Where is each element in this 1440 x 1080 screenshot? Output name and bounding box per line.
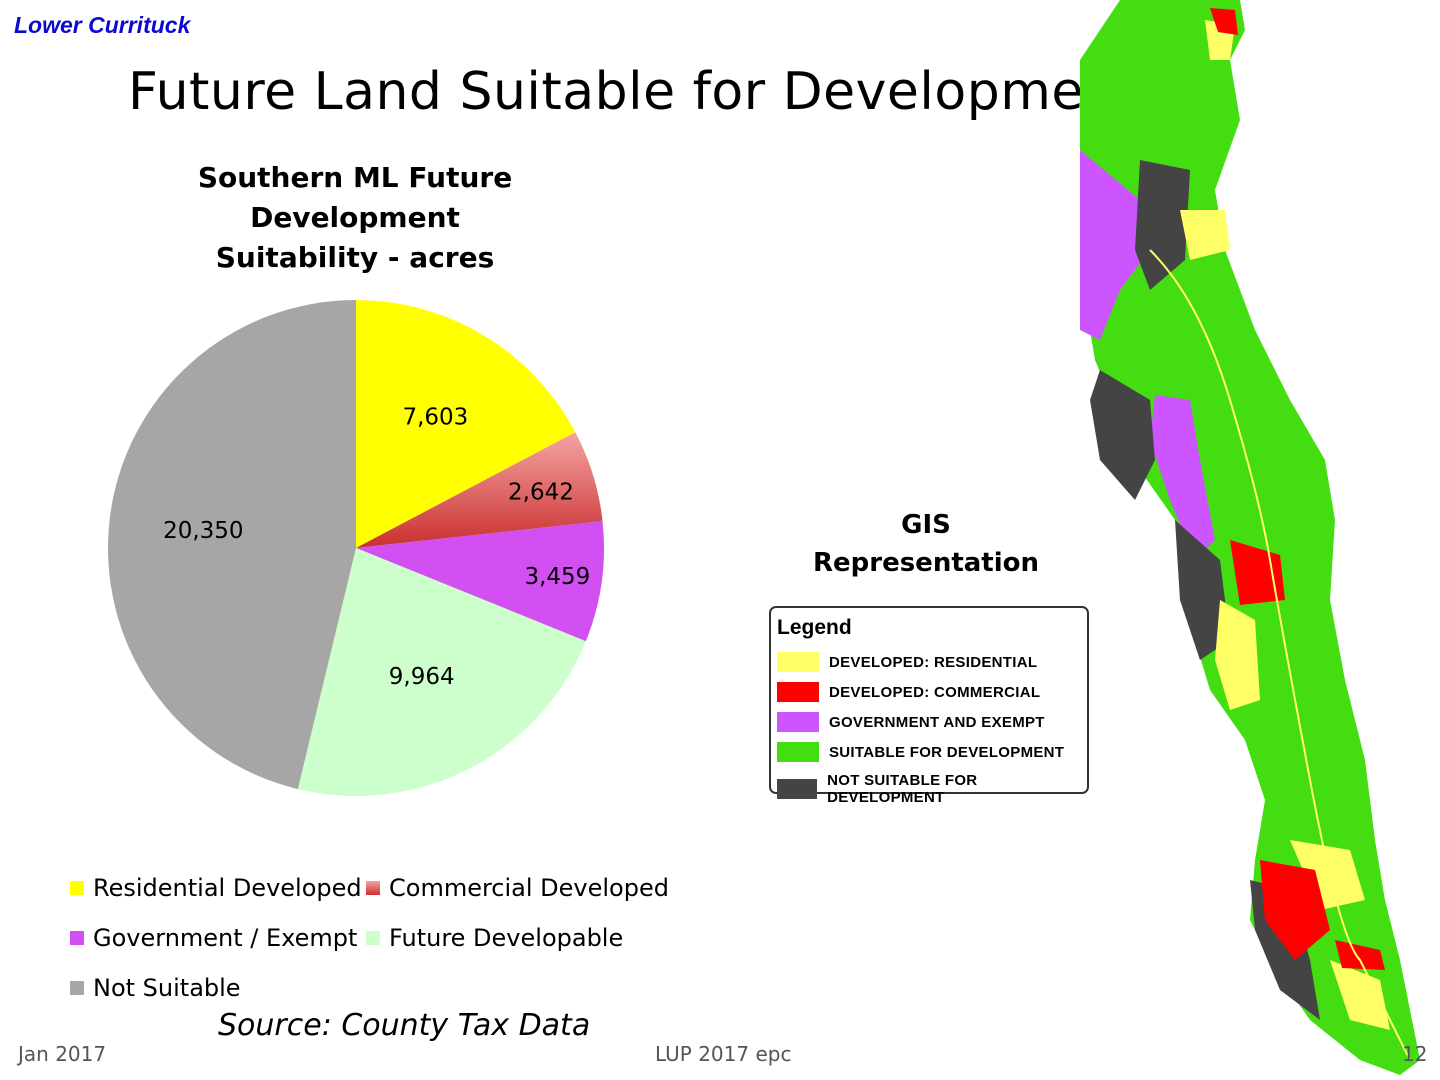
- legend-swatch-commercial: [366, 881, 380, 895]
- slice-commercial: [356, 432, 603, 548]
- gis-legend-item-suitable: SUITABLE FOR DEVELOPMENT: [777, 742, 1064, 762]
- gis-legend: Legend DEVELOPED: RESIDENTIAL DEVELOPED:…: [769, 606, 1089, 806]
- map-residential-north: [1180, 210, 1230, 260]
- legend-item-residential: Residential Developed: [70, 874, 362, 902]
- map-residential-tip: [1330, 960, 1390, 1030]
- slice-not-suitable: [108, 300, 356, 790]
- chart-title-line-2: Suitability - acres: [215, 241, 495, 274]
- map-commercial-north: [1210, 8, 1238, 35]
- legend-label-government: Government / Exempt: [93, 924, 358, 952]
- footer-center: LUP 2017 epc: [655, 1042, 792, 1066]
- legend-item-commercial: Commercial Developed: [366, 874, 669, 902]
- map-notsuitable-north: [1135, 160, 1190, 290]
- legend-swatch-future: [366, 931, 380, 945]
- slice-commercial-label: 2,642: [508, 479, 574, 505]
- map-residential-south: [1290, 840, 1365, 910]
- map-landmass: [1080, 0, 1420, 1075]
- legend-label-not-suitable: Not Suitable: [93, 974, 241, 1002]
- gis-parcel-map: [1080, 0, 1420, 1075]
- legend-label-future: Future Developable: [389, 924, 624, 952]
- map-commercial-tip: [1335, 940, 1385, 970]
- slide-title: Future Land Suitable for Development: [128, 62, 1139, 122]
- source-note: Source: County Tax Data: [218, 1008, 591, 1043]
- gis-legend-item-commercial: DEVELOPED: COMMERCIAL: [777, 682, 1040, 702]
- map-residential-mid: [1215, 600, 1260, 710]
- slice-future: [297, 548, 586, 796]
- legend-item-government: Government / Exempt: [70, 924, 357, 952]
- gis-title: GIS Representation: [810, 506, 1042, 582]
- map-notsuitable-west: [1090, 370, 1155, 500]
- chart-title-line-1: Southern ML Future Development: [197, 161, 513, 234]
- map-road: [1149, 249, 1411, 1061]
- slice-not-suitable-label: 20,350: [163, 518, 243, 544]
- gis-swatch-commercial: [777, 682, 819, 702]
- gis-legend-title: Legend: [777, 616, 852, 639]
- slice-future-label: 9,964: [389, 664, 455, 690]
- legend-swatch-not-suitable: [70, 981, 84, 995]
- legend-item-not-suitable: Not Suitable: [70, 974, 241, 1002]
- gis-label-not-suitable: NOT SUITABLE FOR DEVELOPMENT: [827, 772, 978, 806]
- page-number: 12: [1402, 1042, 1428, 1066]
- map-notsuitable-mid: [1175, 520, 1230, 660]
- gis-label-suitable: SUITABLE FOR DEVELOPMENT: [829, 743, 1065, 761]
- legend-swatch-residential: [70, 881, 84, 895]
- map-commercial-mid: [1230, 540, 1285, 605]
- gis-label-government: GOVERNMENT AND EXEMPT: [829, 713, 1045, 731]
- slice-residential: [356, 300, 576, 548]
- slice-government: [356, 521, 604, 642]
- map-government-west: [1080, 150, 1150, 340]
- legend-item-future: Future Developable: [366, 924, 623, 952]
- gis-legend-item-residential: DEVELOPED: RESIDENTIAL: [777, 652, 1037, 672]
- gis-title-line-1: GIS: [901, 510, 951, 540]
- chart-title: Southern ML Future Development Suitabili…: [100, 158, 610, 278]
- gis-title-line-2: Representation: [812, 548, 1040, 578]
- map-government-central: [1150, 395, 1215, 560]
- gis-legend-item-government: GOVERNMENT AND EXEMPT: [777, 712, 1045, 732]
- legend-swatch-government: [70, 931, 84, 945]
- legend-label-residential: Residential Developed: [93, 874, 362, 902]
- gis-label-commercial: DEVELOPED: COMMERCIAL: [829, 683, 1041, 701]
- pie-chart: 7,603 2,642 3,459 9,964 20,350: [108, 300, 604, 796]
- gis-swatch-government: [777, 712, 819, 732]
- organization-label: Lower Currituck: [14, 12, 191, 38]
- slice-government-label: 3,459: [524, 564, 590, 590]
- gis-swatch-residential: [777, 652, 819, 672]
- gis-swatch-suitable: [777, 742, 819, 762]
- legend-label-commercial: Commercial Developed: [389, 874, 669, 902]
- map-commercial-south: [1260, 860, 1330, 960]
- gis-swatch-not-suitable: [777, 779, 818, 799]
- gis-legend-item-not-suitable: NOT SUITABLE FOR DEVELOPMENT: [777, 772, 1087, 806]
- gis-label-residential: DEVELOPED: RESIDENTIAL: [829, 653, 1038, 671]
- footer-date: Jan 2017: [18, 1042, 107, 1066]
- slice-residential-label: 7,603: [402, 404, 468, 430]
